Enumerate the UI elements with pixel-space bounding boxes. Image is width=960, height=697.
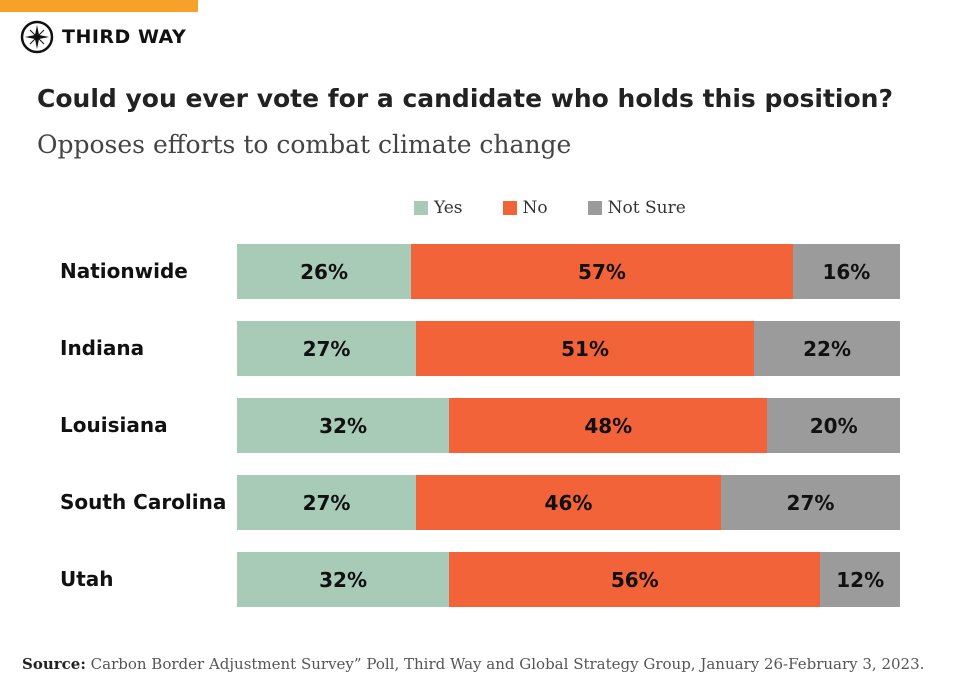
legend-swatch bbox=[587, 201, 602, 215]
stacked-bar: 26% 57% 16% bbox=[237, 244, 900, 299]
legend-item: Yes bbox=[414, 198, 463, 218]
bar-segment-not-sure: 20% bbox=[767, 398, 900, 453]
legend-item: Not Sure bbox=[587, 198, 686, 218]
category-label: Indiana bbox=[60, 336, 145, 360]
bar-segment-yes: 27% bbox=[237, 475, 416, 530]
category-label: Utah bbox=[60, 567, 114, 591]
bar-segment-no: 57% bbox=[411, 244, 793, 299]
category-label: Louisiana bbox=[60, 413, 168, 437]
bar-segment-not-sure: 22% bbox=[754, 321, 900, 376]
stacked-bar: 32% 48% 20% bbox=[237, 398, 900, 453]
legend-label: Not Sure bbox=[607, 198, 686, 218]
bar-segment-no: 48% bbox=[449, 398, 768, 453]
bar-segment-yes: 27% bbox=[237, 321, 416, 376]
bar-segment-no: 56% bbox=[449, 552, 821, 607]
category-label: Nationwide bbox=[60, 259, 188, 283]
chart-subtitle: Opposes efforts to combat climate change bbox=[37, 130, 572, 159]
source-text: Carbon Border Adjustment Survey” Poll, T… bbox=[90, 655, 925, 673]
bar-segment-yes: 26% bbox=[237, 244, 412, 299]
legend-swatch bbox=[414, 201, 428, 215]
stacked-bar: 27% 51% 22% bbox=[237, 321, 900, 376]
logo: THIRD WAY bbox=[20, 20, 186, 54]
bar-segment-no: 51% bbox=[416, 321, 755, 376]
legend-item: No bbox=[502, 198, 548, 218]
chart-title: Could you ever vote for a candidate who … bbox=[37, 84, 893, 113]
stacked-bar: 27% 46% 27% bbox=[237, 475, 900, 530]
legend-swatch bbox=[502, 201, 517, 215]
source-label: Source: bbox=[22, 655, 86, 673]
bar-row: Louisiana 32% 48% 20% bbox=[0, 398, 960, 453]
bar-segment-yes: 32% bbox=[237, 552, 450, 607]
bar-row: Utah 32% 56% 12% bbox=[0, 552, 960, 607]
bar-row: Indiana 27% 51% 22% bbox=[0, 321, 960, 376]
source-note: Source: Carbon Border Adjustment Survey”… bbox=[22, 655, 924, 673]
legend-label: Yes bbox=[434, 198, 463, 218]
category-label: South Carolina bbox=[60, 490, 227, 514]
top-accent-bar bbox=[0, 0, 198, 12]
stacked-bar: 32% 56% 12% bbox=[237, 552, 900, 607]
bar-row: South Carolina 27% 46% 27% bbox=[0, 475, 960, 530]
bar-segment-no: 46% bbox=[416, 475, 721, 530]
bar-segment-not-sure: 16% bbox=[792, 244, 900, 299]
legend-label: No bbox=[522, 198, 548, 218]
compass-icon bbox=[20, 20, 54, 54]
bar-segment-not-sure: 27% bbox=[720, 475, 900, 530]
legend: Yes No Not Sure bbox=[414, 198, 726, 218]
bar-segment-not-sure: 12% bbox=[820, 552, 900, 607]
bar-segment-yes: 32% bbox=[237, 398, 450, 453]
bar-row: Nationwide 26% 57% 16% bbox=[0, 244, 960, 299]
logo-text: THIRD WAY bbox=[62, 26, 187, 48]
